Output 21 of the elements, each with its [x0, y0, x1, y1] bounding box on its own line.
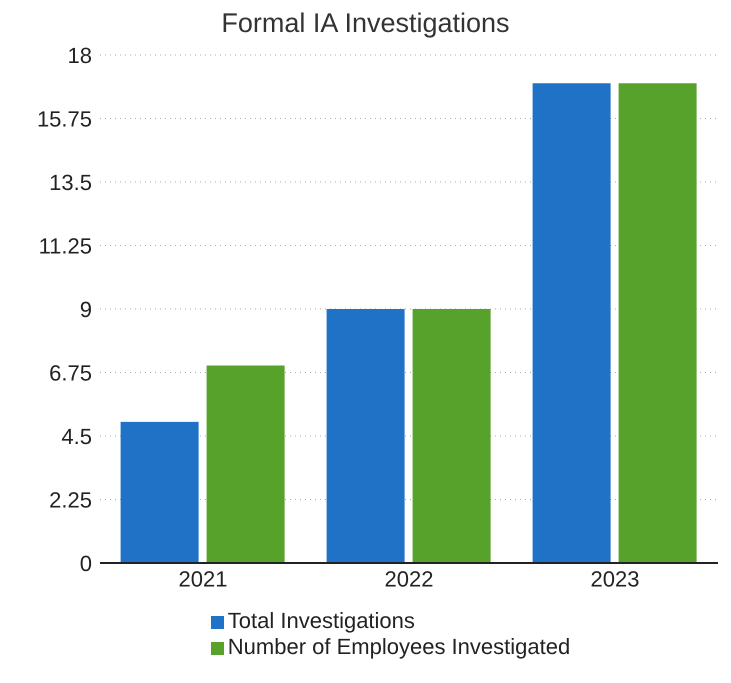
y-tick-label: 18: [68, 42, 92, 68]
y-tick-label: 11.25: [38, 233, 92, 258]
y-tick-label: 2.25: [49, 487, 92, 512]
y-tick-label: 15.75: [36, 106, 92, 132]
bar: [206, 365, 285, 563]
bar: [120, 422, 199, 563]
y-tick-label: 13.5: [49, 170, 92, 195]
bar: [326, 309, 405, 563]
x-tick-label: 2023: [590, 566, 640, 592]
y-tick-label: 9: [80, 296, 92, 322]
chart-title: Formal IA Investigations: [220, 8, 511, 39]
y-tick-label: 6.75: [49, 360, 92, 386]
legend-label: Total Investigations: [228, 608, 415, 633]
x-tick-label: 2022: [384, 566, 434, 592]
bar: [618, 83, 697, 563]
bar: [412, 309, 491, 563]
y-tick-label: 4.5: [61, 424, 92, 449]
x-tick-label: 2021: [178, 566, 228, 592]
bar: [532, 83, 611, 563]
y-tick-label: 0: [80, 550, 92, 576]
legend-label: Number of Employees Investigated: [228, 634, 570, 659]
